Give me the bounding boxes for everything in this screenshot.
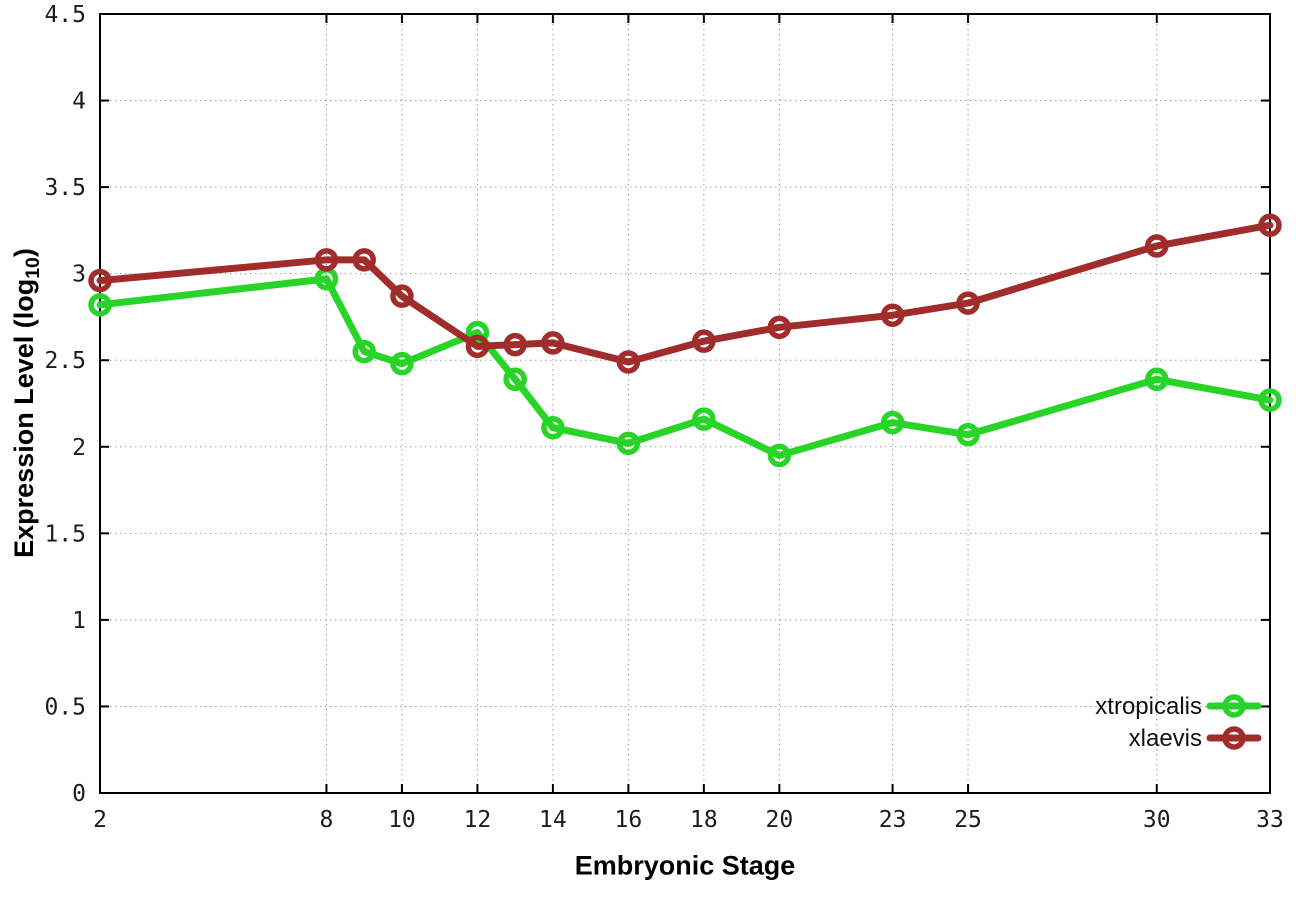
xlaevis-point-stage-13	[503, 332, 527, 357]
xtropicalis-point-stage-18	[692, 407, 716, 431]
y-tick-label-2.5: 2.5	[44, 348, 86, 374]
legend-marker-xlaevis	[1222, 726, 1246, 750]
y-tick-label-4.5: 4.5	[44, 2, 86, 28]
xtropicalis-point-stage-14	[541, 415, 565, 440]
x-tick-label-12: 12	[464, 807, 492, 833]
xtropicalis-point-stage-10	[390, 351, 414, 376]
legend-marker-xtropicalis	[1222, 694, 1246, 718]
xlaevis-point-stage-12	[465, 334, 490, 359]
xlaevis-point-stage-33	[1258, 213, 1282, 237]
x-tick-label-8: 8	[320, 807, 334, 833]
y-tick-label-0.5: 0.5	[44, 694, 86, 720]
x-tick-label-18: 18	[690, 807, 718, 833]
xtropicalis-point-stage-20	[767, 443, 792, 468]
xtropicalis-point-stage-30	[1145, 367, 1169, 392]
y-tick-label-0: 0	[72, 781, 86, 807]
xlaevis-point-stage-30	[1145, 234, 1169, 258]
xlaevis-point-stage-20	[767, 315, 792, 340]
xtropicalis-point-stage-12	[465, 320, 490, 345]
y-axis-title-text: Expression Level (log	[8, 278, 39, 558]
x-tick-label-23: 23	[879, 807, 907, 833]
y-tick-label-1: 1	[72, 608, 86, 634]
y-tick-label-3: 3	[72, 262, 86, 288]
x-tick-label-10: 10	[388, 807, 416, 833]
xlaevis-point-stage-8	[314, 248, 339, 272]
xlaevis-point-stage-14	[541, 331, 565, 355]
y-axis-title: Expression Level (log10)	[9, 248, 45, 558]
plot-border	[99, 13, 1271, 794]
xtropicalis-line	[96, 275, 1274, 459]
legend-label-xtropicalis: xtropicalis	[1095, 693, 1202, 720]
y-tick-label-1.5: 1.5	[44, 521, 86, 547]
xlaevis-point-stage-16	[616, 350, 641, 374]
x-tick-label-20: 20	[766, 807, 794, 833]
y-tick-label-4: 4	[72, 89, 86, 115]
y-axis-title-suffix: )	[8, 248, 39, 258]
x-axis-title: Embryonic Stage	[574, 850, 796, 881]
xtropicalis-point-stage-23	[880, 410, 905, 435]
xlaevis-point-stage-9	[352, 248, 376, 272]
x-tick-label-2: 2	[93, 807, 107, 833]
xtropicalis-point-stage-2	[88, 293, 112, 317]
xlaevis-point-stage-2	[88, 268, 112, 293]
x-tick-label-30: 30	[1143, 807, 1171, 833]
y-tick-label-2: 2	[72, 435, 86, 461]
y-tick-label-3.5: 3.5	[44, 175, 86, 201]
xtropicalis-point-stage-9	[352, 339, 376, 364]
x-tick-label-14: 14	[539, 807, 567, 833]
x-tick-label-25: 25	[954, 807, 982, 833]
x-tick-label-33: 33	[1256, 807, 1284, 833]
xlaevis-point-stage-18	[692, 329, 716, 353]
xlaevis-point-stage-10	[390, 284, 414, 308]
xtropicalis-point-stage-16	[616, 431, 641, 456]
legend-label-xlaevis: xlaevis	[1129, 725, 1202, 752]
y-axis-title-subscript: 10	[22, 257, 45, 279]
xtropicalis-point-stage-33	[1258, 388, 1282, 412]
xlaevis-point-stage-25	[956, 291, 980, 315]
x-tick-label-16: 16	[615, 807, 643, 833]
xtropicalis-point-stage-25	[956, 422, 980, 447]
xlaevis-point-stage-23	[880, 303, 905, 327]
xlaevis-line	[96, 221, 1274, 366]
xtropicalis-point-stage-13	[503, 367, 527, 392]
